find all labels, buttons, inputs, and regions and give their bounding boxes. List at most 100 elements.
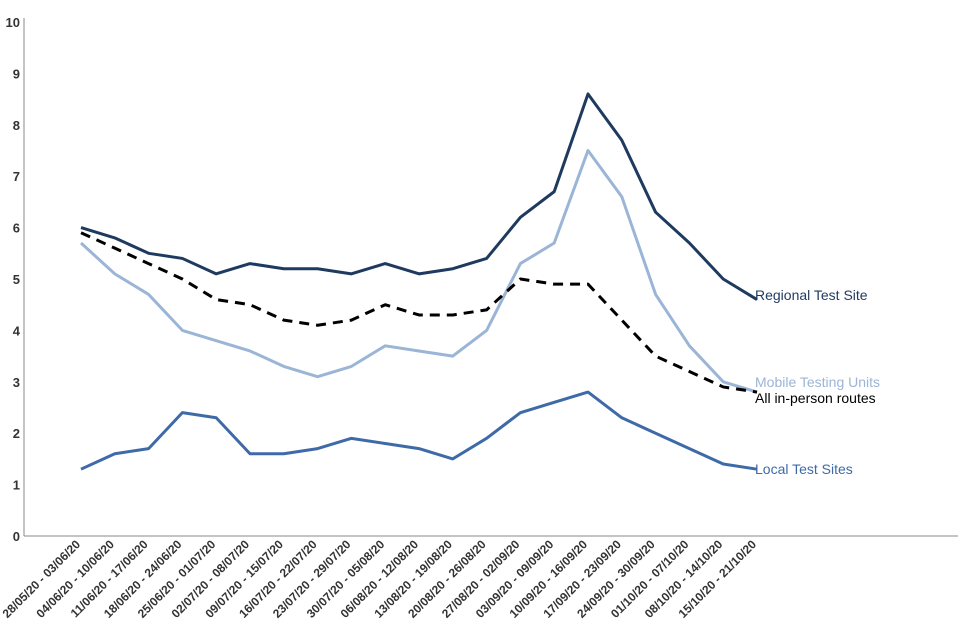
y-tick-label: 5 — [13, 272, 20, 287]
data-point — [384, 262, 387, 265]
data-point — [249, 262, 252, 265]
y-tick-label: 1 — [13, 478, 20, 493]
series-label-mobile-testing-units: Mobile Testing Units — [755, 374, 880, 390]
data-point — [587, 92, 590, 95]
y-tick-label: 0 — [13, 529, 20, 544]
data-point — [451, 267, 454, 270]
data-point — [80, 226, 83, 229]
data-point — [485, 437, 488, 440]
data-point — [316, 447, 319, 450]
data-point — [249, 349, 252, 352]
data-point — [519, 262, 522, 265]
data-point — [249, 452, 252, 455]
data-point — [147, 252, 150, 255]
data-point — [620, 319, 623, 322]
data-point — [587, 283, 590, 286]
data-point — [147, 447, 150, 450]
chart-axes — [23, 18, 958, 537]
data-point — [282, 319, 285, 322]
y-tick-label: 7 — [13, 169, 20, 184]
data-point — [147, 293, 150, 296]
data-point — [519, 216, 522, 219]
data-point — [722, 385, 725, 388]
data-point — [181, 278, 184, 281]
y-tick-label: 9 — [13, 66, 20, 81]
data-point — [316, 267, 319, 270]
data-point — [249, 303, 252, 306]
data-point — [384, 303, 387, 306]
data-point — [181, 329, 184, 332]
data-point — [350, 437, 353, 440]
data-point — [384, 442, 387, 445]
data-point — [215, 272, 218, 275]
data-point — [587, 149, 590, 152]
data-point — [722, 380, 725, 383]
data-point — [654, 211, 657, 214]
y-tick-label: 3 — [13, 375, 20, 390]
data-point — [553, 242, 556, 245]
series-line-mobile-testing-units — [79, 149, 758, 394]
data-point — [451, 355, 454, 358]
data-point — [215, 339, 218, 342]
data-point — [519, 278, 522, 281]
data-point — [181, 411, 184, 414]
data-point — [553, 190, 556, 193]
data-point — [316, 324, 319, 327]
data-point — [722, 278, 725, 281]
data-point — [418, 349, 421, 352]
data-point — [654, 432, 657, 435]
data-point — [113, 272, 116, 275]
series-line-all-in-person-routes — [80, 231, 758, 394]
data-point — [350, 272, 353, 275]
data-point — [147, 262, 150, 265]
data-point — [485, 257, 488, 260]
data-point — [282, 267, 285, 270]
data-point — [316, 375, 319, 378]
data-point — [80, 468, 83, 471]
data-point — [519, 411, 522, 414]
y-tick-label: 6 — [13, 221, 20, 236]
series-label-regional-test-site: Regional Test Site — [755, 287, 868, 303]
data-point — [485, 308, 488, 311]
data-point — [418, 272, 421, 275]
data-point — [215, 298, 218, 301]
data-point — [418, 447, 421, 450]
data-point — [451, 313, 454, 316]
data-point — [282, 452, 285, 455]
series-label-local-test-sites: Local Test Sites — [755, 461, 853, 477]
data-point — [113, 236, 116, 239]
data-point — [451, 457, 454, 460]
data-point — [113, 247, 116, 250]
series-line-local-test-sites — [80, 390, 758, 471]
data-point — [384, 344, 387, 347]
series-line-regional-test-site — [80, 92, 758, 301]
data-point — [654, 355, 657, 358]
data-point — [181, 257, 184, 260]
data-point — [350, 319, 353, 322]
data-point — [418, 313, 421, 316]
data-point — [587, 391, 590, 394]
y-tick-label: 4 — [13, 323, 21, 338]
data-point — [688, 447, 691, 450]
data-point — [80, 242, 83, 245]
data-point — [485, 329, 488, 332]
data-point — [80, 231, 83, 234]
y-tick-label: 10 — [6, 15, 20, 30]
data-point — [688, 242, 691, 245]
data-point — [688, 370, 691, 373]
data-point — [553, 283, 556, 286]
data-point — [553, 401, 556, 404]
data-point — [620, 416, 623, 419]
data-point — [620, 139, 623, 142]
data-point — [113, 452, 116, 455]
data-point — [688, 344, 691, 347]
y-tick-label: 2 — [13, 426, 20, 441]
series-lines — [79, 92, 758, 471]
data-point — [282, 365, 285, 368]
data-point — [620, 195, 623, 198]
series-labels: Regional Test Site Mobile Testing UnitsAl… — [755, 287, 880, 477]
y-axis-ticks: 0 1 2 3 4 5 6 7 8 9 10 — [6, 15, 21, 544]
data-point — [350, 365, 353, 368]
